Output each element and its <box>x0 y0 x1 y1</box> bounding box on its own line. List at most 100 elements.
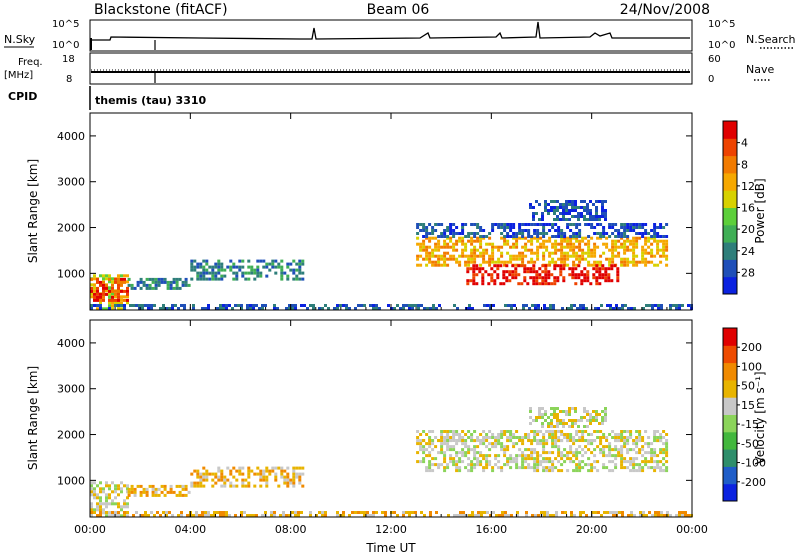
data-cell <box>473 245 477 249</box>
data-cell <box>656 251 660 255</box>
data-cell <box>459 511 462 514</box>
data-cell <box>529 407 532 410</box>
data-cell <box>526 270 530 274</box>
data-cell <box>551 433 555 436</box>
data-cell <box>595 218 598 221</box>
data-cell <box>583 273 587 277</box>
data-cell <box>217 277 221 281</box>
data-cell <box>165 514 168 517</box>
data-cell <box>166 283 170 287</box>
data-cell <box>181 487 185 491</box>
data-cell <box>232 475 236 479</box>
data-cell <box>265 475 269 479</box>
data-cell <box>247 481 251 485</box>
data-cell <box>593 248 597 252</box>
data-cell <box>204 511 207 514</box>
data-cell <box>485 439 489 442</box>
data-cell <box>586 273 590 277</box>
data-cell <box>127 490 131 494</box>
data-cell <box>102 277 105 281</box>
data-cell <box>563 251 567 255</box>
data-cell <box>309 511 312 514</box>
data-cell <box>274 259 278 263</box>
data-cell <box>500 232 504 235</box>
data-cell <box>590 439 594 442</box>
data-cell <box>241 271 245 275</box>
data-cell <box>565 203 568 206</box>
data-cell <box>562 267 566 271</box>
data-cell <box>295 475 299 479</box>
data-cell <box>620 245 624 249</box>
data-cell <box>431 263 435 267</box>
data-cell <box>273 511 276 514</box>
data-cell <box>469 279 473 283</box>
data-cell <box>632 223 636 226</box>
data-cell <box>479 460 483 464</box>
data-cell <box>657 307 660 310</box>
data-cell <box>551 436 555 439</box>
data-cell <box>195 514 198 517</box>
data-cell <box>537 304 540 307</box>
data-cell <box>117 304 120 307</box>
data-cell <box>626 436 630 439</box>
data-cell <box>635 436 639 439</box>
data-cell <box>516 511 519 514</box>
data-cell <box>542 251 546 255</box>
data-cell <box>592 215 595 218</box>
data-cell <box>108 292 111 296</box>
data-cell <box>632 439 636 442</box>
data-cell <box>220 484 224 488</box>
data-cell <box>578 260 582 264</box>
data-cell <box>635 236 639 240</box>
data-cell <box>659 223 663 226</box>
data-cell <box>527 235 531 238</box>
data-cell <box>657 514 660 517</box>
data-cell <box>443 254 447 258</box>
data-cell <box>244 478 248 482</box>
data-cell <box>551 451 555 455</box>
data-cell <box>529 270 533 274</box>
data-cell <box>247 472 251 476</box>
data-cell <box>517 264 521 268</box>
colorbar-tick-label: 16 <box>741 202 755 215</box>
data-cell <box>114 277 117 281</box>
data-cell <box>548 239 552 243</box>
data-cell <box>485 433 489 436</box>
data-cell <box>262 478 266 482</box>
data-cell <box>207 304 210 307</box>
data-cell <box>126 295 129 299</box>
data-cell <box>363 514 366 517</box>
data-cell <box>500 445 504 449</box>
data-cell <box>529 267 533 271</box>
data-cell <box>408 304 411 307</box>
data-cell <box>192 304 195 307</box>
data-cell <box>416 460 420 464</box>
data-cell <box>90 508 93 512</box>
data-cell <box>437 242 441 246</box>
data-cell <box>565 212 568 215</box>
data-cell <box>443 469 447 473</box>
data-cell <box>592 419 595 422</box>
data-cell <box>597 511 600 514</box>
nsky-tick-top: 10^5 <box>52 19 79 30</box>
data-cell <box>614 457 618 461</box>
data-cell <box>509 226 513 229</box>
data-cell <box>644 236 648 240</box>
data-cell <box>217 265 221 269</box>
data-cell <box>533 469 537 473</box>
data-cell <box>229 472 233 476</box>
data-cell <box>190 472 194 476</box>
data-cell <box>252 307 255 310</box>
data-cell <box>482 248 486 252</box>
data-cell <box>644 263 648 267</box>
data-cell <box>645 514 648 517</box>
data-cell <box>544 264 548 268</box>
data-cell <box>449 236 453 240</box>
data-cell <box>616 276 620 280</box>
colorbar-swatch <box>723 345 737 364</box>
data-cell <box>467 457 471 461</box>
data-cell <box>653 460 657 464</box>
data-cell <box>202 265 206 269</box>
data-cell <box>503 448 507 452</box>
data-cell <box>298 262 302 266</box>
